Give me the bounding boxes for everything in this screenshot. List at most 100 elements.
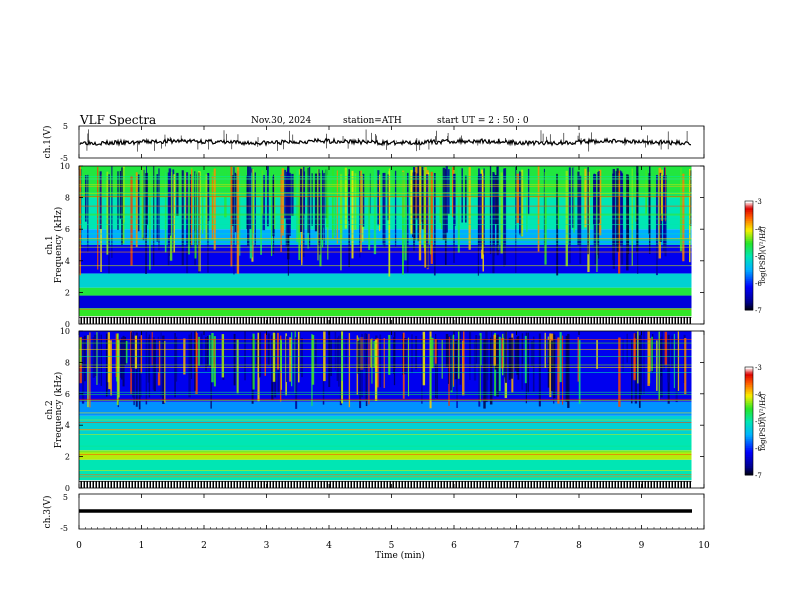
spectrogram-streak [162, 335, 165, 405]
spectrogram-lowfreq-mark [691, 317, 693, 324]
spectrogram-streak [92, 337, 96, 378]
spectrogram-tone-line [79, 476, 692, 478]
spectrogram-lowfreq-mark [397, 481, 399, 488]
colorbar-swatch [745, 428, 753, 431]
freq-tick-label: 0 [65, 484, 70, 493]
spectrogram-band [79, 415, 692, 435]
spectrogram-lowfreq-mark [370, 317, 372, 324]
spectrogram-streak [321, 170, 324, 241]
colorbar-swatch [745, 383, 753, 386]
spectrogram-streak [194, 331, 196, 391]
spectrogram-streak [440, 175, 443, 230]
spectrogram-lowfreq-mark [163, 481, 165, 488]
colorbar-swatch [745, 228, 753, 231]
spectrogram-lowfreq-mark [175, 481, 177, 488]
spectrogram-lowfreq-mark [586, 481, 588, 488]
spectrogram-lowfreq-mark [115, 481, 117, 488]
spectrogram-lowfreq-mark [265, 317, 267, 324]
spectrogram-streak [122, 335, 125, 387]
spectrogram-streak [658, 331, 660, 401]
spectrogram-streak [411, 334, 413, 374]
spectrogram-lowfreq-mark [313, 481, 315, 488]
spectrogram-streak [519, 171, 521, 235]
spectrogram-streak [239, 173, 241, 256]
spectrogram-streak [557, 172, 560, 229]
spectrogram-lowfreq-mark [193, 481, 195, 488]
spectrogram-lowfreq-mark [640, 481, 642, 488]
colorbar-swatch [745, 215, 753, 218]
spectrogram-streak [164, 340, 166, 403]
spectrogram-band [79, 331, 692, 402]
colorbar-swatch [745, 210, 753, 213]
spectrogram-streak [207, 173, 209, 273]
spectrogram-lowfreq-mark [421, 481, 423, 488]
spectrogram-lowfreq-mark [169, 481, 171, 488]
spectrogram-lowfreq-mark [499, 317, 501, 324]
spectrogram-lowfreq-mark [193, 317, 195, 324]
spectrogram-streak [449, 335, 453, 391]
spectrogram-lowfreq-mark [376, 317, 378, 324]
spectrogram-streak [137, 174, 140, 232]
spectrogram-streak [189, 174, 192, 249]
spectrogram-streak [289, 172, 291, 226]
spectrogram-lowfreq-mark [580, 317, 582, 324]
spectrogram-streak [547, 340, 550, 388]
colorbar-swatch [745, 288, 753, 291]
spectrogram-streak [97, 166, 99, 270]
spectrogram-streak [158, 168, 160, 251]
spectrogram-lowfreq-mark [166, 481, 168, 488]
spectrogram-streak [344, 167, 347, 229]
spectrogram-streak [631, 168, 633, 266]
spectrogram-streak [376, 338, 379, 388]
colorbar-swatch [745, 295, 753, 298]
colorbar-swatch [745, 370, 753, 373]
ch1-ytick-top: 5 [63, 122, 68, 131]
spectrogram-lowfreq-mark [289, 317, 291, 324]
spectrogram-streak [189, 338, 192, 372]
spectrogram-streak [117, 171, 119, 230]
colorbar-swatch [745, 262, 753, 266]
spectrogram-streak [565, 335, 568, 402]
spectrogram-lowfreq-mark [355, 481, 357, 488]
ch1-waveform-ylabel: ch.1(V) [42, 126, 53, 159]
spectrogram-streak [359, 340, 362, 409]
spectrogram-lowfreq-mark [283, 317, 285, 324]
spectrogram-lowfreq-mark [451, 481, 453, 488]
spectrogram-lowfreq-mark [208, 317, 210, 324]
spectrogram-lowfreq-mark [145, 317, 147, 324]
spectrogram-streak [630, 340, 633, 404]
spectrogram-lowfreq-mark [376, 481, 378, 488]
spectrogram-lowfreq-mark [154, 481, 156, 488]
spectrogram-empty-tail [691, 166, 704, 324]
spectrogram-tone-line [79, 194, 692, 196]
spectrogram-lowfreq-mark [670, 481, 672, 488]
spectrogram-lowfreq-mark [130, 481, 132, 488]
colorbar-swatch [745, 255, 753, 258]
spectrogram-streak [442, 167, 446, 240]
spectrogram-lowfreq-mark [589, 317, 591, 324]
spectrogram-streak [314, 339, 317, 368]
spectrogram-lowfreq-mark [223, 317, 225, 324]
spectrogram-tone-line [79, 277, 692, 279]
spectrogram-lowfreq-mark [352, 317, 354, 324]
spectrogram-lowfreq-mark [529, 317, 531, 324]
spectrogram-streak [501, 337, 504, 369]
spectrogram-lowfreq-mark [511, 317, 513, 324]
spectrogram-lowfreq-mark [373, 481, 375, 488]
spectrogram-lowfreq-mark [640, 317, 642, 324]
spectrogram-streak [326, 169, 329, 228]
spectrogram-lowfreq-mark [646, 481, 648, 488]
colorbar-swatch [745, 439, 753, 442]
spectrogram-streak [454, 340, 458, 380]
spectrogram-lowfreq-mark [679, 481, 681, 488]
spectrogram-streak [362, 173, 365, 227]
colorbar-swatch [745, 286, 753, 289]
spectrogram-streak [445, 333, 449, 367]
spectrogram-streak [351, 170, 354, 259]
colorbar-swatch [745, 374, 753, 377]
spectrogram-streak [230, 166, 233, 267]
spectrogram-streak [261, 170, 264, 214]
spectrogram-streak [663, 339, 665, 370]
spectrogram-lowfreq-mark [478, 481, 480, 488]
spectrogram-tone-line [79, 412, 692, 414]
